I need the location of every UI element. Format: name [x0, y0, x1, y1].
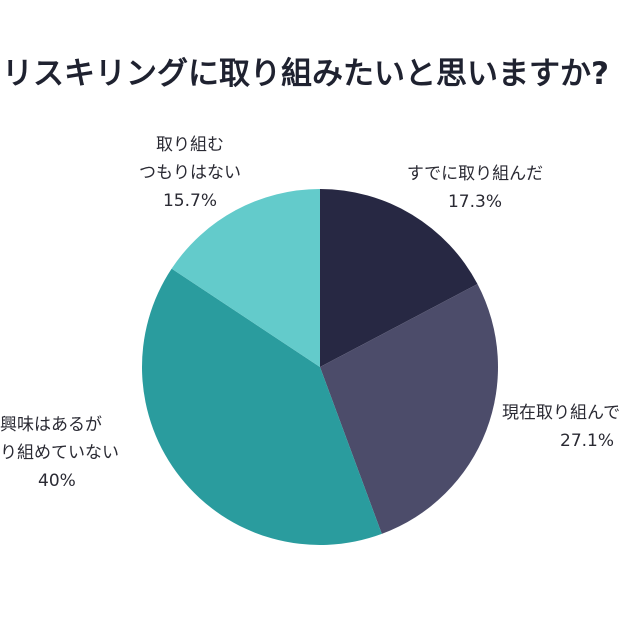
slice-label-text: 興味はあるが: [0, 415, 102, 435]
slice-label-no-intent: 取り組む つもりはない 15.7%: [120, 131, 260, 215]
pie-slice-0: [320, 189, 478, 367]
slice-label-text: 取り組む: [156, 135, 224, 155]
slice-value-label: 27.1%: [560, 431, 615, 451]
pie-slice-2: [141, 268, 382, 546]
pie-slice-3: [171, 188, 320, 367]
slice-value-label: 17.3%: [447, 192, 502, 212]
slice-label-text: すでに取り組んだ: [406, 164, 544, 184]
slice-value-label: 40%: [38, 471, 76, 491]
slice-label-current: 現在取り組んで 27.1%: [502, 399, 620, 455]
slice-label-text: つもりはない: [139, 163, 241, 183]
slice-label-text: り組めていない: [0, 443, 119, 463]
slice-label-text: 現在取り組んで: [502, 403, 621, 423]
pie-slice-1: [320, 284, 499, 534]
chart-title: リスキリングに取り組みたいと思いますか?: [2, 56, 609, 92]
slice-value-label: 15.7%: [162, 191, 217, 211]
slice-label-interested: 興味はあるが り組めていない 40%: [0, 411, 150, 495]
slice-label-already: すでに取り組んだ 17.3%: [390, 160, 560, 216]
